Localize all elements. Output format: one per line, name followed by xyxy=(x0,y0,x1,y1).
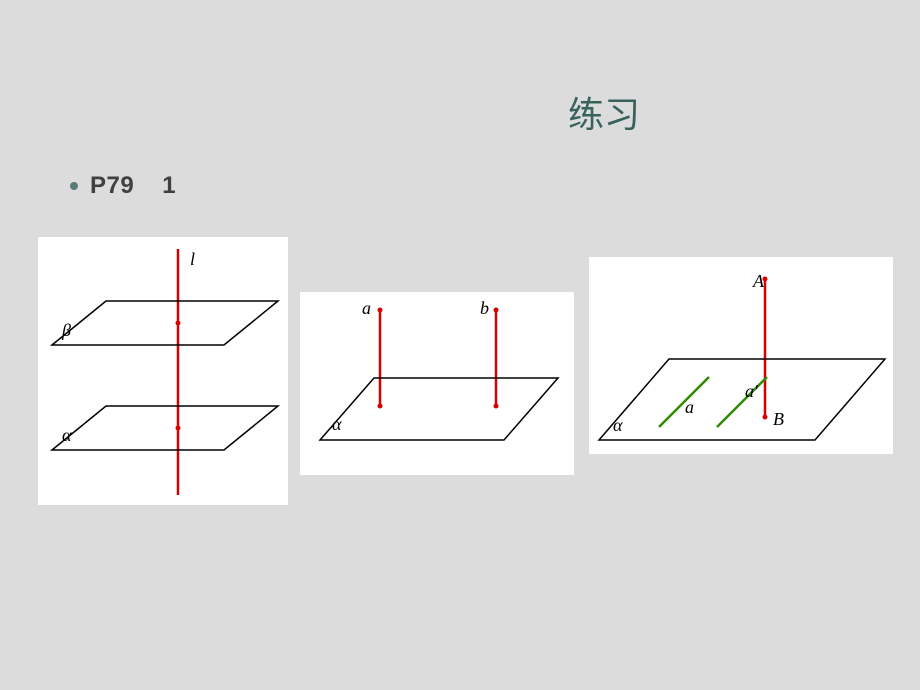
bullet-item: P79 1 xyxy=(70,172,176,200)
page-title: 练习 xyxy=(568,86,640,138)
label-l: l xyxy=(190,249,195,269)
bullet-text: P79 1 xyxy=(90,172,176,200)
diagram-2: a b α xyxy=(300,292,574,475)
label-A: A xyxy=(752,271,765,291)
label-a-prime: a′ xyxy=(745,381,759,401)
diagram-1-svg: l β α xyxy=(38,237,288,505)
label-alpha-1: α xyxy=(62,425,72,445)
label-a: a xyxy=(362,298,371,318)
diagram-2-svg: a b α xyxy=(300,292,574,475)
label-beta: β xyxy=(61,320,71,340)
diagram-3-svg: A a′ a B α xyxy=(589,257,893,454)
diagram-1: l β α xyxy=(38,237,288,505)
label-a-3: a xyxy=(685,397,694,417)
label-alpha-2: α xyxy=(332,414,342,434)
bullet-dot-icon xyxy=(70,182,78,190)
label-B: B xyxy=(773,409,784,429)
page-ref: P79 xyxy=(90,172,134,199)
diagram-3: A a′ a B α xyxy=(589,257,893,454)
item-number: 1 xyxy=(162,172,176,199)
label-alpha-3: α xyxy=(613,415,623,435)
label-b: b xyxy=(480,298,489,318)
